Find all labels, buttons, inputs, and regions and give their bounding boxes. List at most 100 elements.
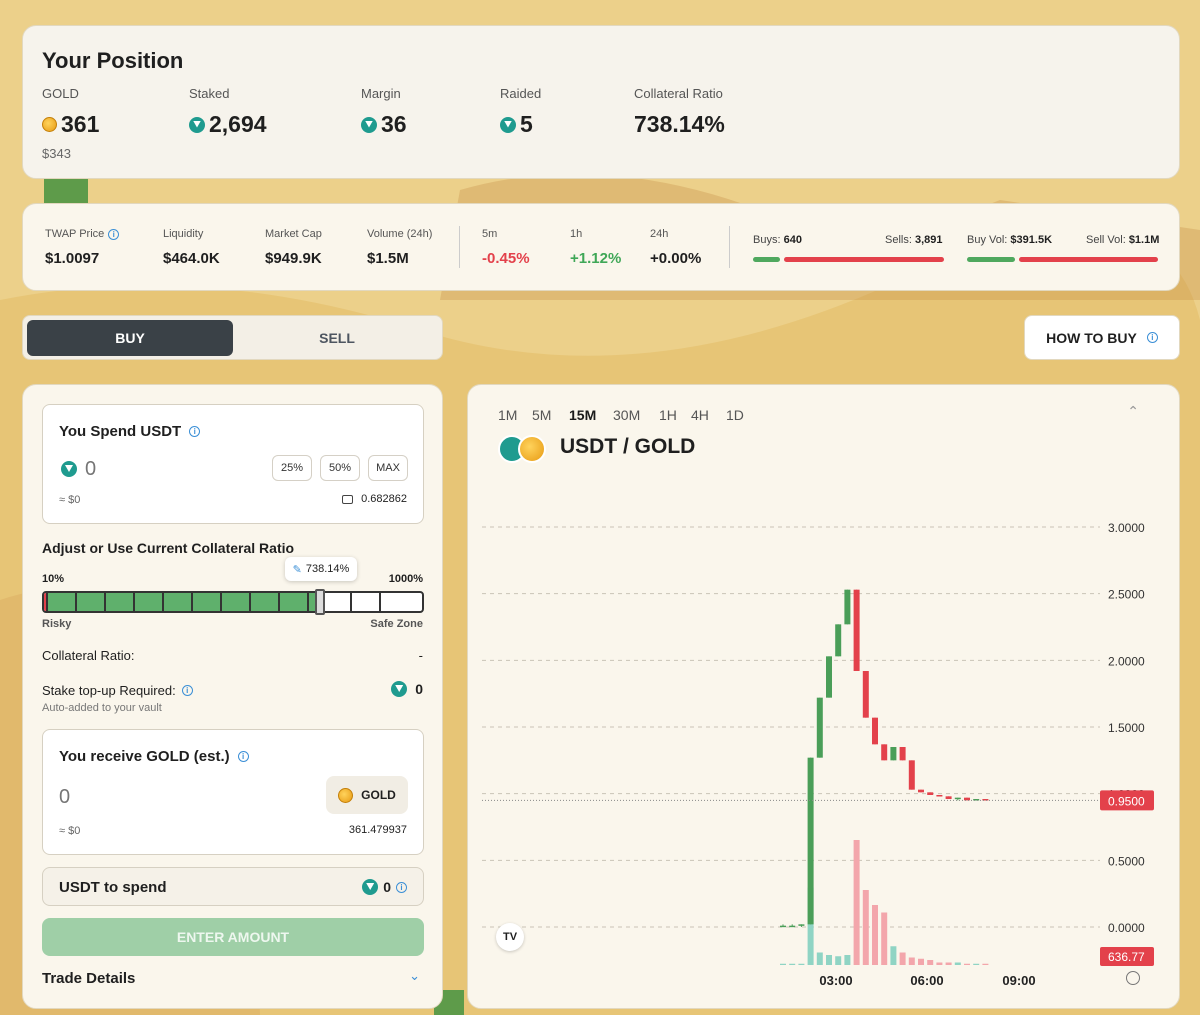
collateral-ratio-value: - — [418, 648, 423, 663]
volume-bar — [927, 960, 934, 965]
sells-fill — [784, 257, 944, 262]
buy-volume-fill — [967, 257, 1015, 262]
usdt-coin-icon — [362, 879, 379, 895]
volume-bar — [936, 962, 943, 965]
candle-body — [908, 760, 915, 790]
how-to-buy-button[interactable]: HOW TO BUY i — [1024, 315, 1180, 360]
timeframe-4h[interactable]: 4H — [691, 407, 709, 423]
y-tick-label: 0.5000 — [1108, 854, 1145, 868]
candle-body — [899, 747, 906, 761]
buy-volume-label: Buy Vol: — [967, 234, 1008, 246]
buys-fill — [753, 257, 780, 262]
info-icon[interactable]: i — [396, 881, 407, 893]
candle-body — [789, 925, 796, 928]
candle-body — [807, 757, 814, 925]
price-chart-card: 1M 5M 15M 30M 1H 4H 1D ⌃ USDT / GOLD 3.0000 2.5… — [467, 384, 1180, 1009]
volume-bar — [807, 887, 814, 965]
market-stats-bar: TWAP Price i $1.0097 Liquidity $464.0K Ma… — [22, 203, 1180, 291]
volume-bar — [964, 963, 970, 965]
volume-bar — [945, 962, 952, 965]
spend-balance-value: 0.682862 — [361, 493, 407, 505]
25-percent-button[interactable]: 25% — [272, 455, 312, 481]
stake-topup-row: Stake top-up Required: i — [42, 683, 193, 698]
info-icon[interactable]: i — [237, 751, 249, 762]
collateral-ratio-slider[interactable] — [42, 591, 424, 613]
buy-tab[interactable]: BUY — [27, 320, 233, 356]
staked-stat: Staked 2,694 — [189, 86, 267, 138]
chevron-down-icon[interactable]: ⌄ — [409, 968, 420, 983]
timeframe-5m[interactable]: 5M — [532, 407, 552, 423]
receive-box: You receive GOLD (est.) i GOLD ≈ $0 361.4… — [42, 729, 424, 855]
sell-volume-label: Sell Vol: — [1086, 234, 1126, 246]
sell-tab[interactable]: SELL — [319, 330, 355, 346]
sells-label: Sells: — [885, 234, 912, 246]
volume-bar — [862, 890, 869, 965]
safe-zone-label: Safe Zone — [370, 618, 423, 630]
timeframe-1h[interactable]: 1H — [659, 407, 677, 423]
tradingview-logo-icon[interactable]: TV — [496, 923, 524, 951]
buy-sell-volume-bar — [967, 257, 1158, 262]
pair-icons — [498, 433, 546, 463]
risky-label: Risky — [42, 618, 72, 630]
candlestick-chart[interactable]: 3.00002.50002.00001.50001.00000.50000.00… — [468, 385, 1181, 1010]
50-percent-button[interactable]: 50% — [320, 455, 360, 481]
y-tick-label: 2.5000 — [1108, 588, 1145, 602]
info-icon[interactable]: i — [108, 228, 120, 240]
change-5m-value: -0.45% — [482, 250, 530, 267]
candle-body — [945, 796, 952, 799]
y-tick-label: 0.0000 — [1108, 921, 1145, 935]
spend-box: You Spend USDT i 25% 50% MAX ≈ $0 0.68286… — [42, 404, 424, 524]
candle-body — [780, 925, 786, 928]
enter-amount-button[interactable]: ENTER AMOUNT — [42, 918, 424, 956]
buys-label: Buys: — [753, 234, 781, 246]
collateral-ratio-label: Collateral Ratio: — [42, 648, 135, 663]
volume-bar — [789, 963, 796, 965]
receive-token: GOLD — [361, 788, 396, 802]
gold-coin-icon — [42, 117, 57, 132]
buy-volume-value: $391.5K — [1010, 234, 1053, 246]
candle-body — [973, 799, 980, 801]
collateral-ratio-value: 738.14% — [634, 111, 725, 137]
settings-gear-icon[interactable] — [1126, 971, 1140, 985]
x-tick-label: 09:00 — [1002, 973, 1035, 988]
current-price-tag — [1100, 790, 1154, 811]
spend-amount-input[interactable] — [85, 457, 225, 481]
x-tick-label: 06:00 — [910, 973, 943, 988]
wallet-icon — [342, 494, 354, 504]
timeframe-1m[interactable]: 1M — [498, 407, 518, 423]
usdt-coin-icon — [391, 681, 408, 697]
chevron-up-icon[interactable]: ⌃ — [1127, 403, 1139, 419]
buy-sell-toggle: BUY SELL — [22, 315, 443, 360]
raided-label: Raided — [500, 86, 542, 101]
volume-label: 636.77 — [1108, 950, 1145, 964]
buys-sells-bar — [753, 257, 944, 262]
x-tick-label: 03:00 — [819, 973, 852, 988]
volume-bar — [816, 952, 823, 965]
trade-details-toggle[interactable]: Trade Details — [42, 970, 136, 987]
change-1h-value: +1.12% — [570, 250, 622, 267]
liquidity-value: $464.0K — [163, 250, 220, 267]
info-icon[interactable]: i — [189, 426, 201, 437]
token-select-gold[interactable]: GOLD — [326, 776, 408, 814]
max-button[interactable]: MAX — [368, 455, 408, 481]
volume-bar — [908, 957, 915, 965]
volume-bar — [982, 963, 989, 965]
volume-bar — [844, 955, 851, 965]
change-24h-value: +0.00% — [650, 250, 702, 267]
y-tick-label: 3.0000 — [1108, 521, 1145, 535]
receive-amount-input[interactable] — [59, 784, 199, 810]
timeframe-15m[interactable]: 15M — [569, 407, 597, 423]
marketcap-label: Market Cap — [265, 228, 322, 240]
gold-stat: GOLD 361 $343 — [42, 86, 99, 161]
slider-handle[interactable] — [315, 589, 325, 615]
ratio-tooltip: ✎ 738.14% — [285, 557, 357, 581]
buys-count: Buys: 640 — [753, 234, 802, 246]
info-icon[interactable]: i — [181, 685, 193, 696]
timeframe-1d[interactable]: 1D — [726, 407, 744, 423]
marketcap-stat: Market Cap $949.9K — [265, 228, 322, 267]
sell-volume-value: $1.1M — [1128, 234, 1160, 246]
timeframe-30m[interactable]: 30M — [613, 407, 641, 423]
volume-value: $1.5M — [367, 250, 409, 267]
gold-label: GOLD — [42, 86, 79, 101]
